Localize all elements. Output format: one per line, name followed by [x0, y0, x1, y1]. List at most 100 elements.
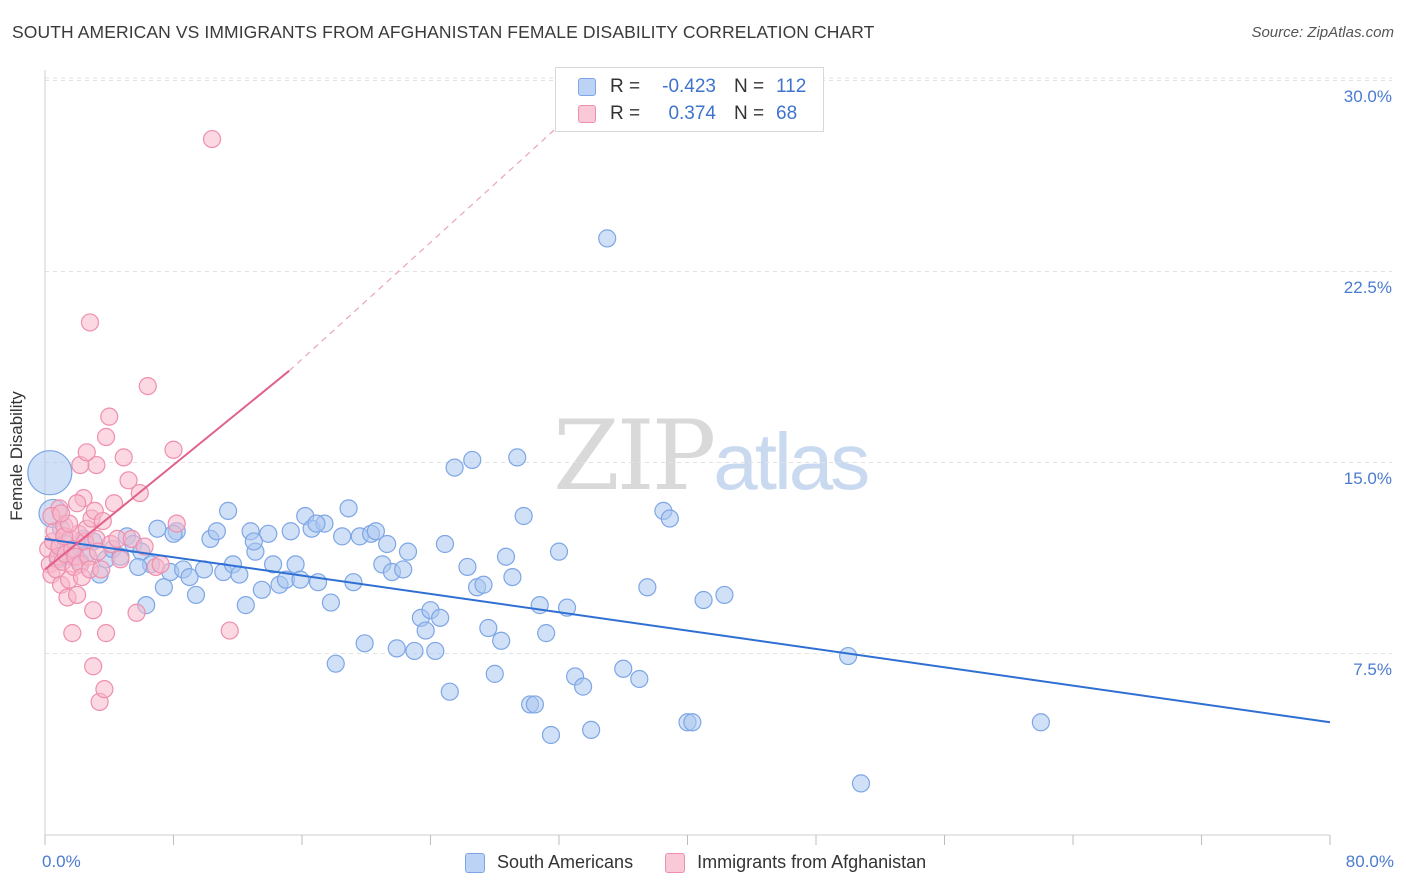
south-americans-point: [440, 682, 459, 701]
south-americans-point: [259, 524, 278, 543]
south-americans-point: [485, 664, 504, 683]
south-americans-point: [851, 774, 871, 793]
legend-swatch-pink: [665, 852, 686, 873]
correlation-legend: R = -0.423 N = 112 R = 0.374 N = 68: [555, 67, 824, 132]
afghanistan-point: [202, 129, 222, 149]
south-americans-point: [1031, 713, 1050, 732]
south-americans-point: [252, 580, 271, 599]
afghanistan-point: [111, 550, 130, 569]
y-tick-label-15: 15.0%: [1343, 469, 1392, 488]
y-axis-label: Female Disability: [7, 391, 26, 521]
south-americans-point: [129, 557, 148, 577]
south-americans-point: [366, 522, 385, 541]
legend-item-afghanistan[interactable]: Immigrants from Afghanistan: [665, 852, 926, 873]
south-americans-point: [286, 555, 305, 574]
south-americans-point: [326, 654, 345, 673]
south-americans-point: [445, 458, 464, 477]
south-americans-point: [514, 506, 533, 526]
south-americans-point: [207, 522, 226, 541]
south-americans-point: [236, 596, 255, 615]
afghanistan-point: [63, 624, 82, 643]
afghanistan-point: [95, 680, 114, 699]
afghanistan-point: [164, 440, 183, 459]
x-tick-label-max: 80.0%: [1345, 852, 1394, 871]
south-americans-point: [503, 567, 522, 587]
y-tick-label-7-5: 7.5%: [1353, 660, 1392, 679]
legend-row-afghanistan: R = 0.374 N = 68: [578, 101, 797, 127]
south-americans-point: [27, 450, 73, 496]
south-americans-point: [416, 621, 435, 640]
south-americans-point: [598, 229, 617, 248]
south-americans-point: [186, 585, 206, 605]
afghanistan-point: [151, 555, 170, 574]
south-americans-point: [387, 639, 406, 658]
legend-r-value: -0.423: [662, 76, 716, 97]
chart-title: SOUTH AMERICAN VS IMMIGRANTS FROM AFGHAN…: [12, 22, 875, 42]
south-americans-point: [496, 547, 516, 566]
afghanistan-point: [138, 376, 157, 396]
south-americans-point: [431, 608, 450, 627]
south-americans-point: [541, 725, 561, 745]
legend-item-south-americans[interactable]: South Americans: [465, 852, 633, 873]
legend-n-value: 68: [776, 103, 798, 124]
afghanistan-point: [119, 471, 138, 490]
south-americans-point: [537, 624, 556, 643]
legend-label-south-americans: South Americans: [497, 852, 634, 872]
legend-row-south-americans: R = -0.423 N = 112: [578, 74, 806, 100]
legend-n-value: 112: [776, 76, 807, 97]
watermark-atlas: atlas: [713, 417, 870, 506]
south-americans-point: [694, 590, 713, 610]
afghanistan-point: [51, 504, 71, 523]
south-americans-point: [715, 585, 734, 605]
south-americans-point: [263, 555, 283, 574]
afghanistan-point: [84, 657, 103, 676]
south-americans-point: [508, 448, 527, 467]
south-americans-point: [492, 631, 511, 650]
south-americans-point: [839, 646, 858, 666]
y-tick-label-30: 30.0%: [1343, 87, 1392, 106]
legend-r-label: R =: [610, 76, 641, 97]
south-americans-point: [630, 669, 649, 689]
south-americans-point: [660, 509, 679, 528]
afghanistan-point: [84, 601, 103, 620]
south-americans-point: [219, 501, 238, 520]
x-tick-label-min: 0.0%: [42, 852, 81, 871]
watermark: ZIPatlas: [553, 400, 870, 512]
south-americans-point: [525, 695, 545, 714]
south-americans-point: [458, 557, 477, 577]
south-americans-point: [378, 534, 397, 554]
afghanistan-point: [96, 624, 116, 643]
afghanistan-point: [167, 514, 186, 533]
south-americans-point: [339, 499, 358, 518]
south-americans-point: [479, 618, 498, 638]
south-americans-point: [474, 575, 493, 594]
south-americans-point: [333, 527, 352, 546]
legend-r-value: 0.374: [668, 103, 716, 124]
south-americans-point: [355, 634, 374, 653]
series-legend: South Americans Immigrants from Afghanis…: [465, 852, 958, 873]
south-americans-point: [573, 677, 593, 696]
afghanistan-point: [127, 603, 146, 622]
legend-label-afghanistan: Immigrants from Afghanistan: [697, 852, 927, 872]
south-americans-point: [180, 567, 199, 587]
south-americans-point: [549, 542, 569, 561]
south-americans-point: [426, 641, 445, 661]
watermark-zip: ZIP: [553, 400, 716, 512]
afghanistan-point: [80, 313, 100, 332]
afghanistan-point: [68, 494, 87, 513]
afghanistan-point: [96, 427, 116, 447]
afghanistan-point: [92, 560, 111, 579]
afghanistan-point: [77, 443, 96, 462]
south-americans-trendline: [44, 537, 1331, 724]
legend-n-label: N =: [734, 103, 765, 124]
south-americans-point: [405, 641, 424, 661]
source-label: Source: ZipAtlas.com: [1251, 24, 1394, 41]
legend-swatch-pink: [578, 105, 596, 123]
south-americans-point: [307, 514, 326, 533]
afghanistan-point: [220, 621, 239, 640]
legend-r-label: R =: [610, 103, 641, 124]
south-americans-point: [398, 542, 418, 561]
south-americans-point: [321, 593, 341, 612]
y-tick-label-22-5: 22.5%: [1343, 278, 1392, 297]
